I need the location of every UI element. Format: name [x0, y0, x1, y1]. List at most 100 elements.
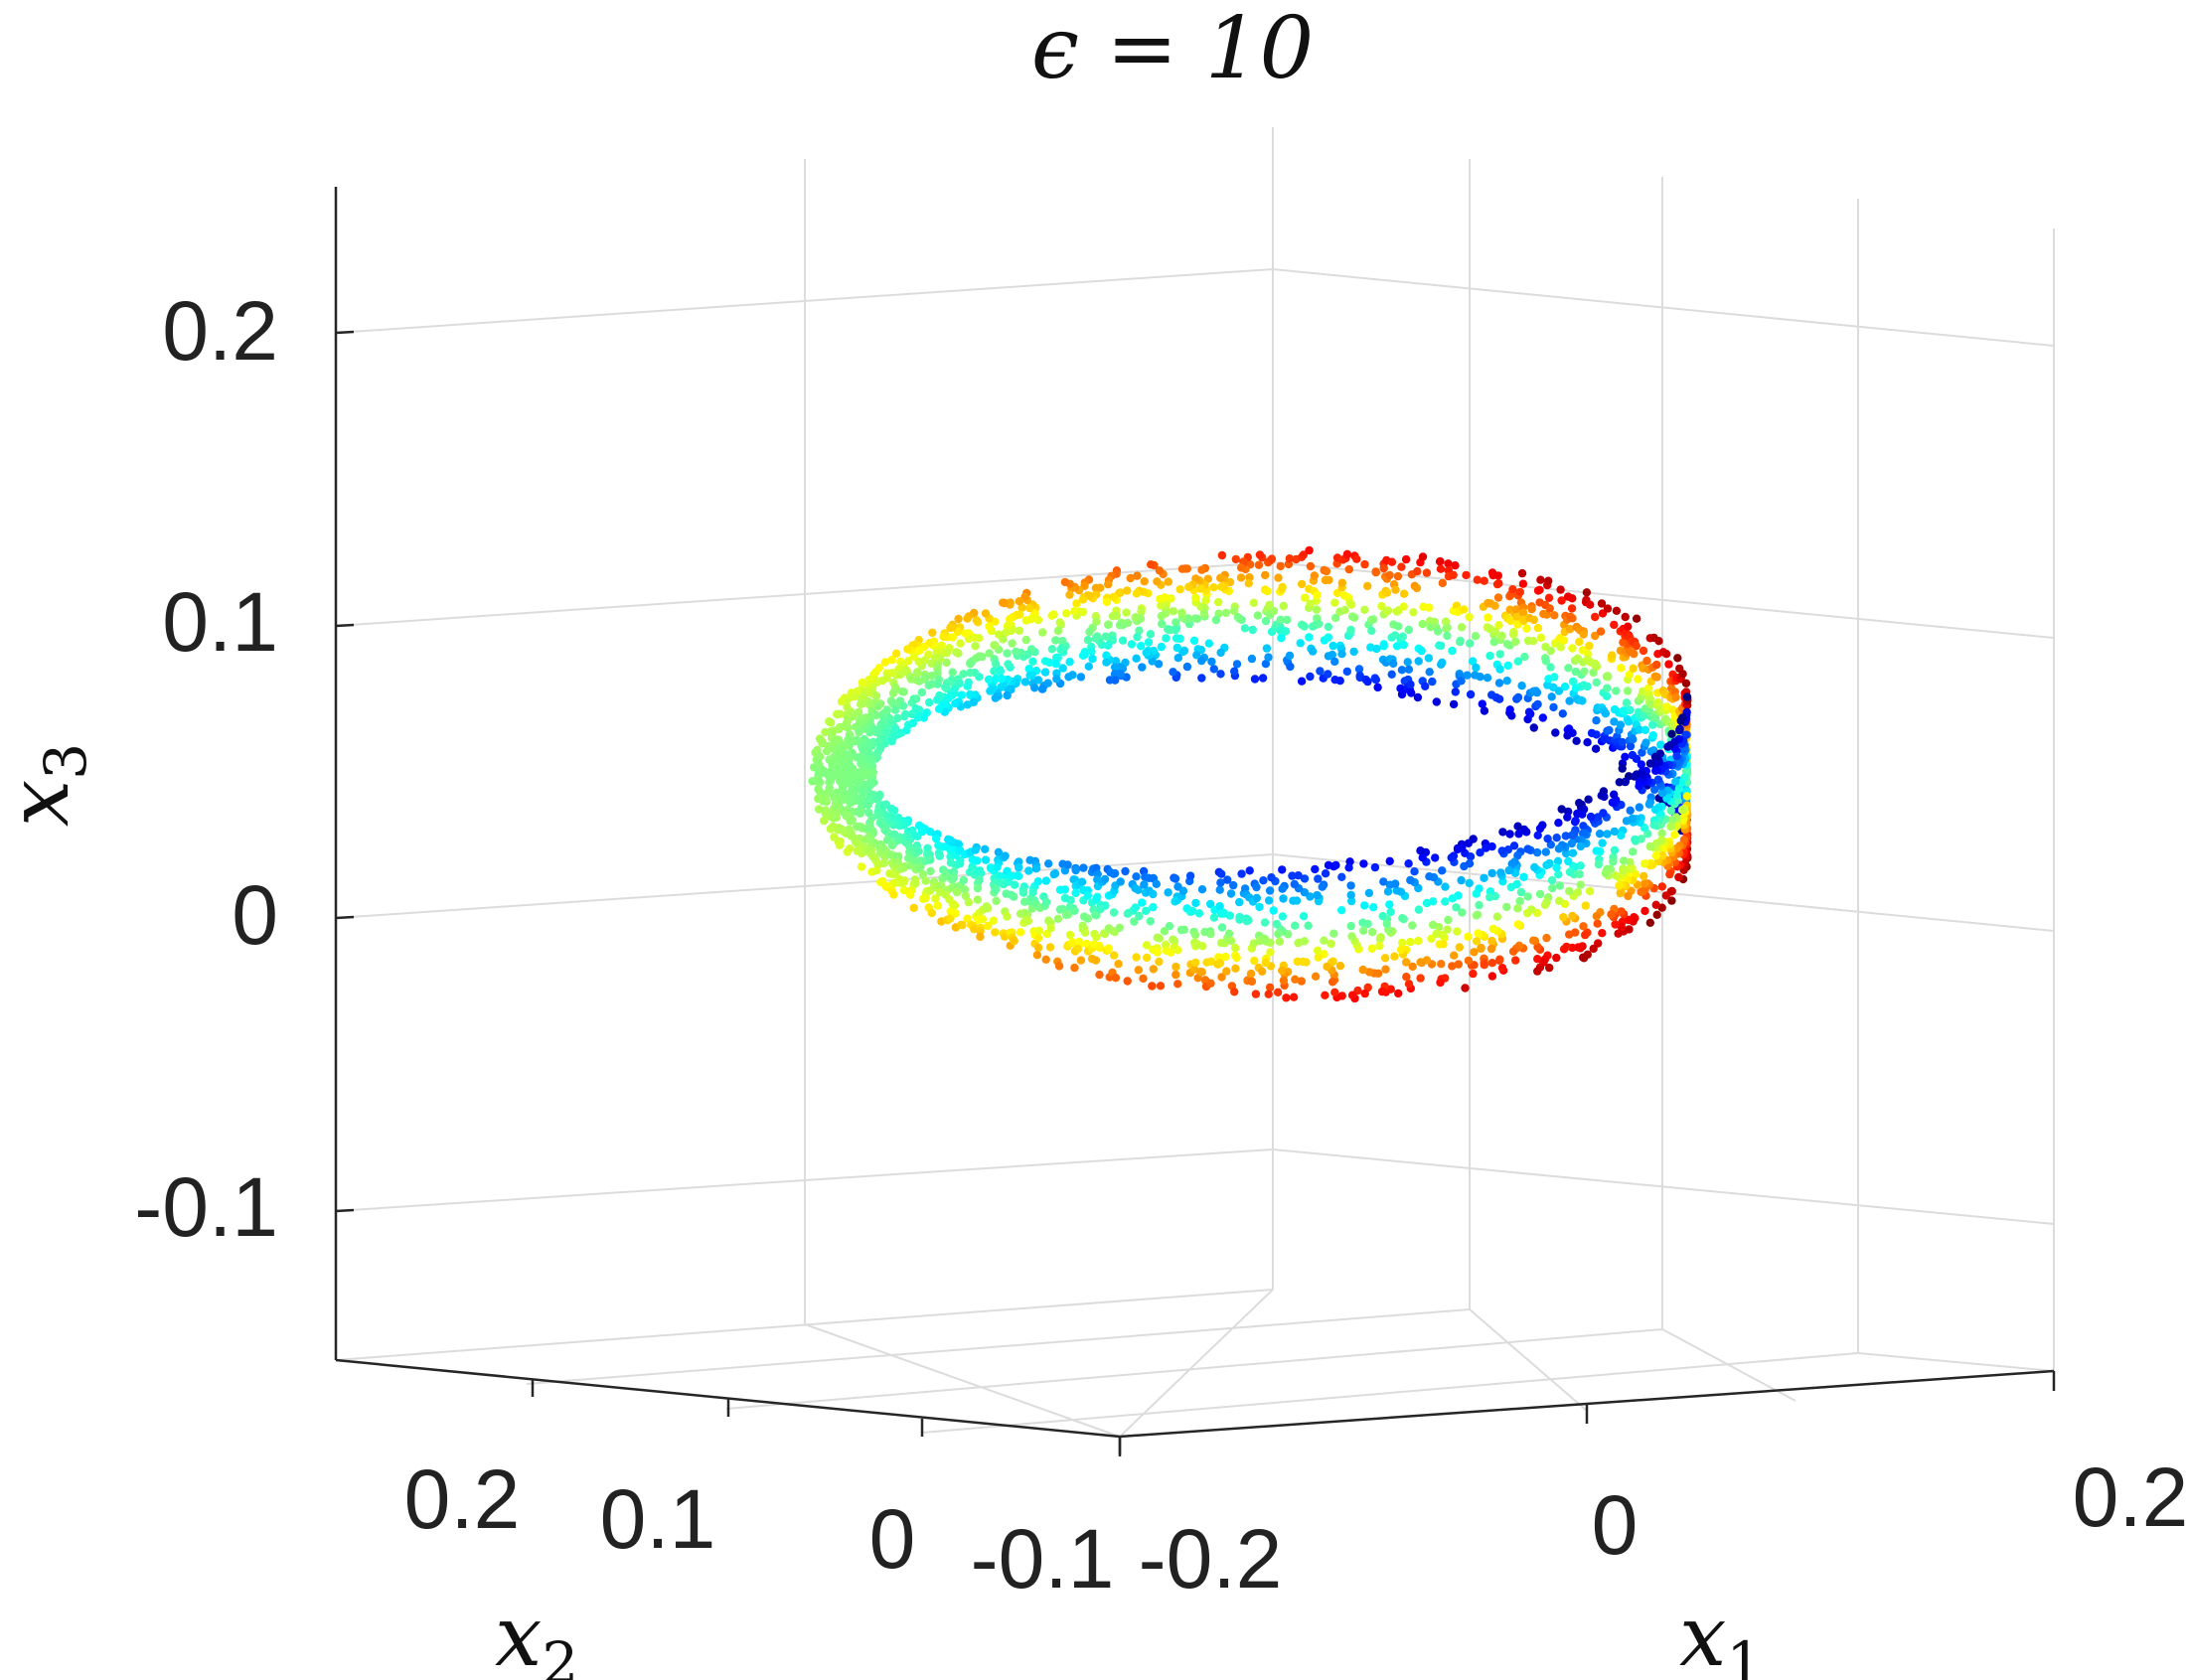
- data-point: [1631, 835, 1640, 844]
- data-point: [1299, 550, 1309, 559]
- data-point: [1555, 881, 1565, 890]
- data-point: [1311, 864, 1320, 874]
- data-point: [1422, 898, 1432, 908]
- data-point: [822, 797, 831, 807]
- data-point: [1209, 913, 1219, 922]
- data-point: [1502, 677, 1511, 686]
- data-point: [1509, 630, 1518, 639]
- x3-tick: [335, 1208, 355, 1213]
- data-point: [1402, 958, 1411, 967]
- x3-tick: [335, 915, 355, 920]
- data-point: [1661, 650, 1671, 659]
- data-point: [1132, 589, 1142, 598]
- data-point: [918, 827, 927, 837]
- data-point: [1554, 870, 1563, 879]
- x3-tick-label: 0: [232, 868, 278, 962]
- data-point: [1060, 577, 1070, 587]
- data-point: [1281, 627, 1291, 636]
- data-point: [1169, 668, 1177, 677]
- data-point: [1032, 951, 1042, 960]
- data-point: [1258, 967, 1267, 976]
- data-point: [949, 873, 958, 882]
- data-point: [1329, 929, 1338, 938]
- data-point: [1642, 656, 1651, 666]
- data-point: [1028, 887, 1037, 897]
- data-point: [1275, 937, 1285, 946]
- data-point: [1095, 970, 1104, 980]
- data-point: [1028, 657, 1037, 666]
- data-point: [1455, 943, 1465, 952]
- data-point: [1137, 607, 1146, 616]
- data-point: [1556, 643, 1565, 652]
- data-point: [1095, 943, 1105, 953]
- data-point: [1231, 554, 1241, 564]
- data-point: [1533, 955, 1542, 964]
- data-point: [1493, 593, 1503, 602]
- data-point: [1530, 862, 1539, 872]
- data-point: [1509, 841, 1519, 850]
- data-point: [1024, 603, 1034, 613]
- data-point: [1276, 561, 1285, 571]
- data-point: [1644, 800, 1654, 809]
- data-point: [1104, 944, 1114, 953]
- data-point: [1624, 891, 1633, 901]
- data-point: [1111, 974, 1121, 983]
- data-point: [1229, 606, 1239, 616]
- data-point: [1137, 642, 1146, 651]
- data-point: [1417, 646, 1426, 656]
- data-point: [1529, 936, 1538, 945]
- data-point: [1164, 577, 1173, 586]
- data-point: [1017, 603, 1026, 612]
- data-point: [1495, 650, 1504, 659]
- data-point: [1589, 944, 1598, 954]
- data-point: [1389, 659, 1398, 669]
- data-point: [995, 630, 1004, 639]
- data-point: [1327, 939, 1335, 949]
- data-point: [1104, 580, 1113, 589]
- data-point: [959, 875, 968, 885]
- data-point: [976, 932, 985, 942]
- data-point: [950, 901, 960, 910]
- data-point: [1225, 577, 1235, 587]
- data-point: [1598, 839, 1607, 847]
- data-point: [1529, 615, 1539, 625]
- data-point: [858, 678, 866, 687]
- data-point: [1191, 898, 1200, 908]
- data-point: [1078, 595, 1088, 604]
- data-point: [1575, 637, 1584, 647]
- grid-line: [335, 852, 2055, 932]
- data-point: [1414, 936, 1423, 946]
- data-point: [1583, 682, 1592, 691]
- data-point: [1597, 599, 1607, 608]
- data-point: [1410, 867, 1419, 876]
- data-point: [1207, 657, 1216, 667]
- data-point: [1666, 806, 1676, 816]
- data-point: [1542, 860, 1551, 869]
- data-point: [1387, 557, 1397, 566]
- data-point: [1078, 651, 1088, 660]
- data-point: [1030, 684, 1039, 692]
- data-point: [1568, 614, 1577, 623]
- data-point: [1564, 664, 1573, 673]
- data-point: [1118, 636, 1128, 645]
- data-point: [1285, 554, 1295, 563]
- data-point: [1585, 641, 1594, 651]
- data-point: [888, 699, 898, 708]
- data-point: [846, 817, 855, 826]
- data-point: [1550, 673, 1559, 682]
- data-point: [1522, 624, 1531, 633]
- data-point: [1024, 866, 1033, 875]
- data-point: [1135, 911, 1144, 921]
- data-point: [1224, 929, 1234, 938]
- data-point: [1416, 974, 1425, 983]
- data-point: [1033, 877, 1043, 886]
- data-point: [1422, 568, 1432, 577]
- data-point: [996, 667, 1005, 676]
- data-point: [1165, 922, 1174, 931]
- data-point: [1382, 919, 1391, 928]
- data-point: [1460, 861, 1469, 871]
- data-point: [917, 687, 926, 697]
- data-point: [1589, 668, 1598, 678]
- data-point: [1657, 882, 1667, 891]
- chart-title: ϵ = 10: [1031, 0, 1314, 98]
